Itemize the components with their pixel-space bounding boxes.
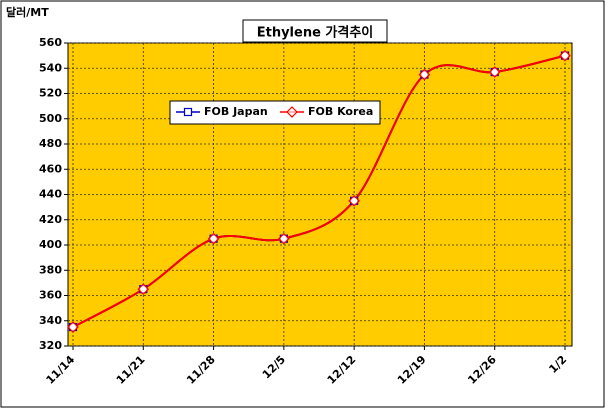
y-tick-label: 380 <box>39 263 62 276</box>
y-tick-label: 420 <box>39 213 62 226</box>
title-box <box>242 19 388 43</box>
marker-diamond <box>559 49 571 62</box>
legend-label: FOB Japan <box>204 105 268 118</box>
y-tick-label: 500 <box>39 112 62 125</box>
y-tick-label: 340 <box>39 314 62 327</box>
series-line <box>72 54 566 328</box>
y-tick-label: 320 <box>39 339 62 352</box>
y-tick-label: 540 <box>39 61 62 74</box>
marker-diamond <box>488 66 501 78</box>
y-tick-label: 440 <box>39 188 62 201</box>
marker-diamond <box>67 321 79 333</box>
marker-diamond <box>348 194 360 207</box>
marker-diamond <box>137 283 150 296</box>
y-tick-label: 400 <box>39 238 62 251</box>
marker-diamond <box>418 68 431 81</box>
y-tick-label: 560 <box>39 36 62 49</box>
legend-box <box>169 100 381 125</box>
legend-marker <box>286 106 298 118</box>
marker-diamond <box>278 232 290 245</box>
legend-label: FOB Korea <box>308 105 373 118</box>
y-axis-label: 달러/MT <box>6 5 49 19</box>
y-tick-label: 480 <box>39 137 62 150</box>
y-tick-label: 460 <box>39 162 62 175</box>
chart-title: Ethylene 가격추이 <box>257 25 374 41</box>
marker-diamond <box>207 232 220 245</box>
y-tick-label: 520 <box>39 87 62 100</box>
legend-marker <box>183 107 193 117</box>
y-tick-label: 360 <box>39 289 62 302</box>
